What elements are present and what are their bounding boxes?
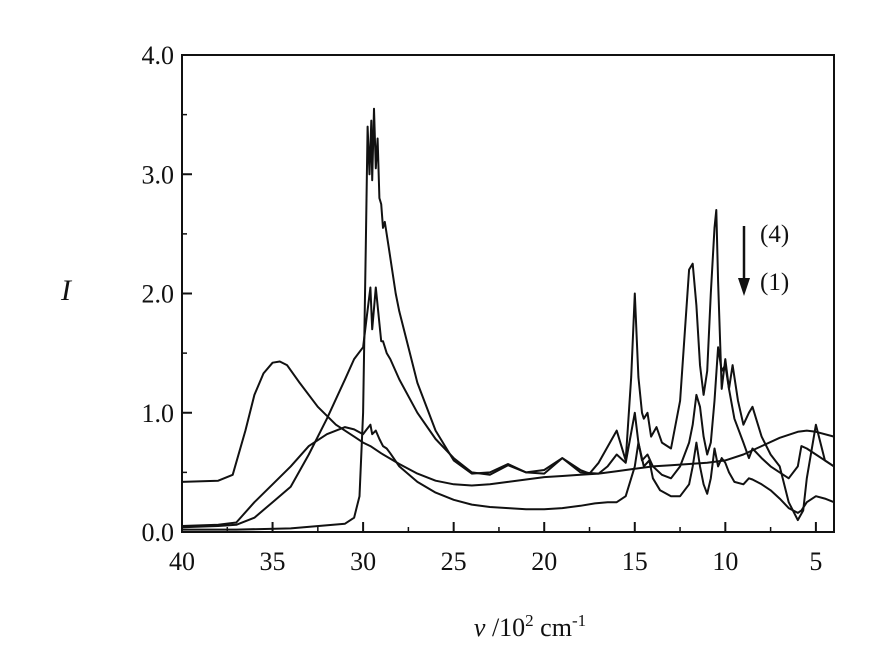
y-tick-label: 3.0 bbox=[142, 160, 175, 189]
x-axis-label-unit: cm bbox=[534, 613, 572, 642]
x-tick-label: 30 bbox=[350, 547, 376, 576]
x-tick-label: 15 bbox=[622, 547, 648, 576]
x-tick-label: 25 bbox=[441, 547, 467, 576]
series-1 bbox=[181, 360, 835, 487]
x-axis-label: ν /102 cm-1 bbox=[474, 611, 586, 642]
x-axis-label-symbol: ν bbox=[474, 613, 486, 642]
series-line-2 bbox=[181, 423, 835, 527]
x-tick-label: 20 bbox=[531, 547, 557, 576]
y-axis-label: I bbox=[60, 274, 73, 307]
series-line-3 bbox=[181, 286, 835, 529]
y-tick-label: 1.0 bbox=[142, 399, 175, 428]
series-line-1 bbox=[181, 360, 835, 487]
tick-layer: 40 35 30 25 20 15 10 5 0.0 1.0 2.0 3.0 4.0 bbox=[142, 41, 823, 576]
x-axis-label-sup2: -1 bbox=[572, 611, 586, 630]
plot-frame bbox=[181, 54, 835, 533]
series-layer bbox=[181, 107, 835, 531]
x-axis-label-sup1: 2 bbox=[525, 611, 534, 630]
series-3 bbox=[181, 286, 835, 529]
y-tick-label: 0.0 bbox=[142, 518, 175, 547]
series-line-4 bbox=[182, 107, 835, 531]
annotation-bottom: (1) bbox=[760, 269, 789, 296]
series-4 bbox=[182, 107, 835, 531]
series-2 bbox=[181, 423, 835, 527]
y-tick-label: 4.0 bbox=[142, 41, 175, 70]
y-tick-label: 2.0 bbox=[142, 280, 175, 309]
x-tick-label: 35 bbox=[260, 547, 286, 576]
x-tick-label: 10 bbox=[712, 547, 738, 576]
down-arrow-icon bbox=[738, 226, 750, 296]
x-axis-label-mid: /10 bbox=[485, 613, 525, 642]
x-tick-label: 40 bbox=[169, 547, 195, 576]
annotation-top: (4) bbox=[760, 221, 789, 248]
x-tick-label: 5 bbox=[809, 547, 822, 576]
